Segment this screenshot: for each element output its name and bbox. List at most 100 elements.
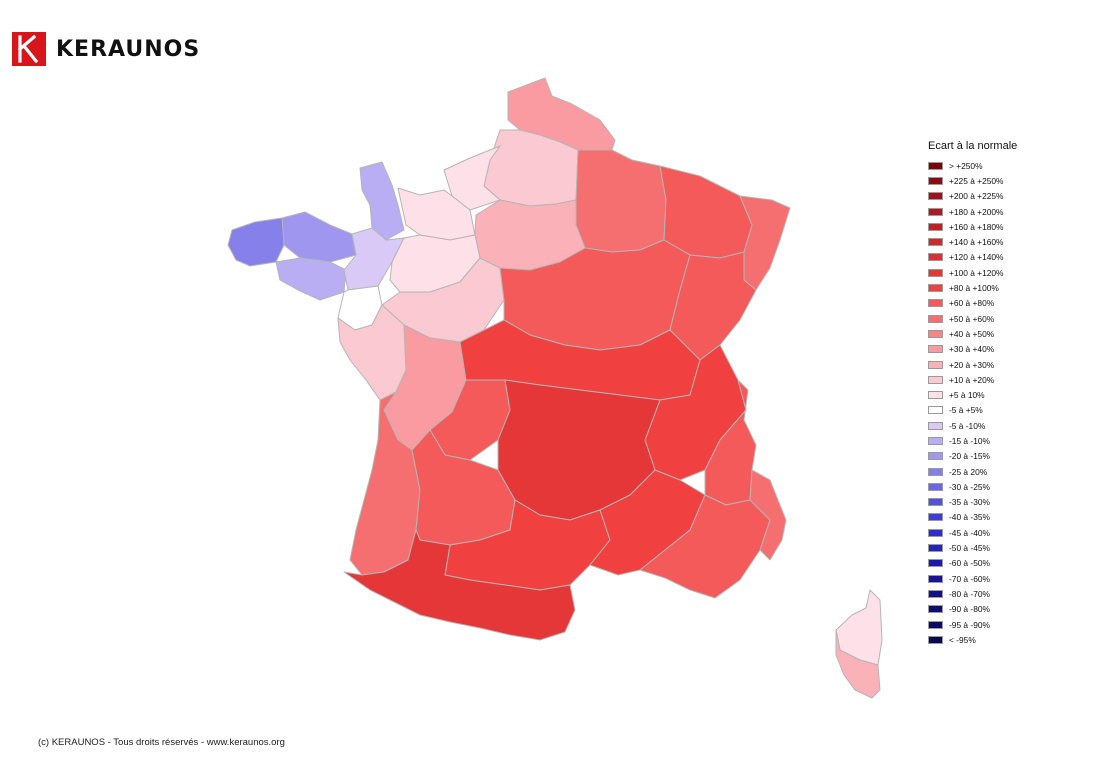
legend-label: -25 à 20%: [949, 466, 988, 477]
legend-item: +140 à +160%: [928, 234, 1088, 249]
legend-swatch: [928, 314, 943, 323]
map-region-corse-sud: [835, 629, 881, 699]
legend-swatch: [928, 268, 943, 277]
legend-item: -35 à -30%: [928, 495, 1088, 510]
legend-item: -20 à -15%: [928, 449, 1088, 464]
legend-label: +20 à +30%: [949, 359, 995, 370]
legend-swatch: [928, 559, 943, 568]
legend-item: +5 à 10%: [928, 387, 1088, 402]
legend-item: -95 à -90%: [928, 617, 1088, 632]
legend-item: -40 à -35%: [928, 510, 1088, 525]
legend-label: -45 à -40%: [949, 527, 990, 538]
legend-label: +60 à +80%: [949, 298, 995, 309]
copyright-footer: (c) KERAUNOS - Tous droits réservés - ww…: [38, 737, 285, 748]
legend-label: +200 à +225%: [949, 191, 1004, 202]
legend-label: -90 à -80%: [949, 604, 990, 615]
legend-swatch: [928, 284, 943, 293]
legend-item: +50 à +60%: [928, 311, 1088, 326]
legend-item: -15 à -10%: [928, 433, 1088, 448]
legend-label: -20 à -15%: [949, 451, 990, 462]
legend-swatch: [928, 436, 943, 445]
legend-item: +180 à +200%: [928, 204, 1088, 219]
legend-item: +225 à +250%: [928, 173, 1088, 188]
legend-item: -50 à -45%: [928, 540, 1088, 555]
map-region-mayenne-sarthe: [343, 227, 405, 291]
legend-swatch: [928, 467, 943, 476]
legend-swatch: [928, 452, 943, 461]
legend-label: +225 à +250%: [949, 175, 1004, 186]
legend-swatch: [928, 513, 943, 522]
legend-swatch: [928, 406, 943, 415]
legend-swatch: [928, 589, 943, 598]
legend-item: +20 à +30%: [928, 357, 1088, 372]
legend-item: -80 à -70%: [928, 586, 1088, 601]
legend-swatch: [928, 498, 943, 507]
legend-swatch: [928, 345, 943, 354]
legend-label: -5 à -10%: [949, 420, 986, 431]
legend-label: +10 à +20%: [949, 374, 995, 385]
legend-item: +10 à +20%: [928, 372, 1088, 387]
map-region-manche: [359, 161, 405, 241]
legend-swatch: [928, 299, 943, 308]
legend-item: -5 à -10%: [928, 418, 1088, 433]
legend-label: -5 à +5%: [949, 405, 983, 416]
map-region-bretagne-finistere: [227, 217, 285, 267]
legend-item: +80 à +100%: [928, 280, 1088, 295]
legend-label: +80 à +100%: [949, 283, 999, 294]
legend-swatch: [928, 161, 943, 170]
legend-items: > +250% +225 à +250% +200 à +225% +180 à +2…: [928, 158, 1088, 648]
legend: Ecart à la normale > +250% +225 à +250% +2…: [928, 140, 1088, 648]
legend-item: +160 à +180%: [928, 219, 1088, 234]
legend-label: +180 à +200%: [949, 206, 1004, 217]
legend-swatch: [928, 635, 943, 644]
legend-swatch: [928, 528, 943, 537]
map-region-bretagne-sud: [275, 257, 347, 301]
legend-label: -30 à -25%: [949, 481, 990, 492]
legend-swatch: [928, 207, 943, 216]
legend-item: +200 à +225%: [928, 189, 1088, 204]
legend-label: +5 à 10%: [949, 390, 985, 401]
legend-item: < -95%: [928, 632, 1088, 647]
legend-label: +40 à +50%: [949, 328, 995, 339]
legend-swatch: [928, 222, 943, 231]
legend-swatch: [928, 375, 943, 384]
legend-label: -95 à -90%: [949, 619, 990, 630]
legend-swatch: [928, 391, 943, 400]
keraunos-k-icon: [12, 32, 46, 66]
map-region-bretagne-nord: [281, 211, 357, 263]
legend-swatch: [928, 482, 943, 491]
legend-swatch: [928, 238, 943, 247]
legend-title: Ecart à la normale: [928, 140, 1018, 152]
legend-item: +100 à +120%: [928, 265, 1088, 280]
legend-label: -60 à -50%: [949, 558, 990, 569]
legend-label: +100 à +120%: [949, 267, 1004, 278]
legend-label: -40 à -35%: [949, 512, 990, 523]
legend-item: -70 à -60%: [928, 571, 1088, 586]
legend-item: +40 à +50%: [928, 326, 1088, 341]
legend-swatch: [928, 192, 943, 201]
legend-label: +140 à +160%: [949, 237, 1004, 248]
legend-label: -80 à -70%: [949, 588, 990, 599]
legend-item: +120 à +140%: [928, 250, 1088, 265]
legend-label: +120 à +140%: [949, 252, 1004, 263]
map-region-normandie-basse: [397, 187, 476, 241]
legend-swatch: [928, 176, 943, 185]
legend-swatch: [928, 360, 943, 369]
map-region-cote-azur: [749, 469, 787, 561]
map-region-lorraine: [659, 165, 753, 259]
map-region-champagne: [575, 149, 667, 253]
brand-logo: KERAUNOS: [12, 31, 200, 67]
legend-label: -15 à -10%: [949, 435, 990, 446]
legend-label: -70 à -60%: [949, 573, 990, 584]
legend-swatch: [928, 421, 943, 430]
legend-label: -50 à -45%: [949, 543, 990, 554]
map-region-pyrenees: [343, 529, 576, 641]
legend-label: +160 à +180%: [949, 221, 1004, 232]
legend-swatch: [928, 544, 943, 553]
legend-item: +60 à +80%: [928, 296, 1088, 311]
legend-label: +50 à +60%: [949, 313, 995, 324]
legend-item: -60 à -50%: [928, 556, 1088, 571]
legend-swatch: [928, 605, 943, 614]
legend-label: +30 à +40%: [949, 344, 995, 355]
